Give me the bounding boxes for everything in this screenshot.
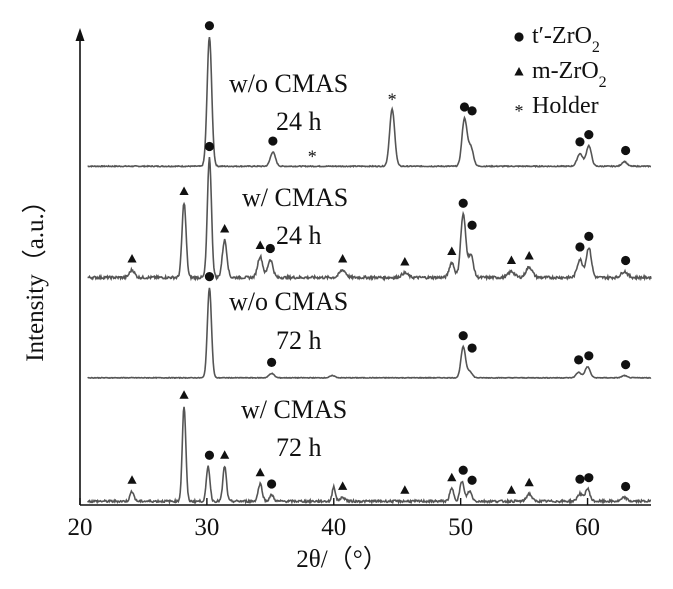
- circle-marker: [204, 21, 215, 31]
- x-tick-label: 40: [321, 514, 346, 541]
- circle-marker: [621, 360, 631, 370]
- triangle-marker: [447, 472, 457, 482]
- triangle-marker: [127, 254, 137, 263]
- circle-marker: [584, 351, 594, 361]
- sample-label: w/o CMAS: [229, 69, 348, 98]
- legend-circle-icon: [514, 32, 524, 42]
- triangle-marker: [220, 224, 230, 233]
- circle-marker: [204, 450, 215, 460]
- asterisk-marker: *: [308, 146, 317, 166]
- legend-asterisk-icon: *: [515, 101, 524, 121]
- circle-marker: [458, 465, 468, 475]
- triangle-marker: [179, 390, 189, 399]
- curves-layer: [87, 37, 652, 505]
- circle-marker: [467, 106, 477, 116]
- circle-marker: [467, 475, 477, 485]
- x-tick-label: 20: [68, 514, 93, 541]
- xrd-pattern-3: [87, 287, 652, 380]
- x-tick-label: 30: [194, 514, 219, 541]
- sample-label: w/ CMAS: [241, 395, 347, 424]
- circle-marker: [267, 357, 277, 367]
- triangle-marker: [127, 475, 137, 484]
- x-tick-label: 60: [575, 514, 600, 541]
- circle-marker: [621, 255, 631, 266]
- x-ticks-layer: 20 30 40 50 60: [68, 498, 600, 541]
- circle-marker: [621, 145, 631, 156]
- asterisk-marker: *: [388, 89, 397, 109]
- circle-marker: [267, 479, 277, 489]
- triangle-marker: [506, 255, 517, 264]
- legend-label: Holder: [532, 93, 599, 119]
- triangle-marker: [220, 450, 230, 459]
- x-axis-title: 2θ/（°）: [296, 545, 387, 573]
- triangle-marker: [338, 481, 348, 490]
- sample-label: w/ CMAS: [242, 183, 348, 212]
- axes-layer: [75, 28, 651, 506]
- circle-marker: [467, 220, 477, 230]
- triangle-marker: [447, 246, 457, 255]
- circle-marker: [268, 136, 278, 146]
- circle-marker: [458, 331, 468, 341]
- circle-marker: [458, 198, 468, 208]
- sample-labels-layer: w/o CMAS 24 h w/ CMAS 24 h w/o CMAS 72 h w/ CM…: [229, 69, 348, 462]
- triangle-marker: [524, 477, 534, 487]
- triangle-marker: [524, 251, 534, 260]
- triangle-marker: [400, 257, 410, 266]
- x-tick-label: 50: [448, 514, 473, 541]
- circle-marker: [584, 231, 594, 241]
- circle-marker: [574, 355, 584, 365]
- sample-label: 24 h: [276, 107, 322, 136]
- triangle-marker: [400, 485, 410, 494]
- xrd-pattern-1: [87, 37, 652, 168]
- sample-label: 24 h: [276, 221, 322, 250]
- xrd-pattern-4: [87, 406, 652, 505]
- legend-triangle-icon: [514, 67, 524, 76]
- triangle-marker: [179, 186, 189, 195]
- circle-marker: [621, 481, 631, 492]
- xrd-pattern-2: [87, 157, 652, 282]
- circle-marker: [204, 141, 215, 152]
- circle-marker: [265, 243, 275, 254]
- triangle-marker: [255, 467, 265, 477]
- circle-marker: [584, 473, 594, 483]
- sample-label: w/o CMAS: [229, 287, 348, 316]
- legend-label: t′-ZrO2: [532, 23, 600, 56]
- circle-marker: [459, 102, 470, 112]
- y-axis-title: Intensity（a.u.）: [21, 188, 49, 362]
- triangle-marker: [255, 240, 265, 249]
- circle-marker: [584, 130, 594, 140]
- y-axis-arrow-icon: [75, 28, 85, 41]
- sample-label: 72 h: [276, 326, 322, 355]
- circle-marker: [204, 272, 215, 282]
- phase-markers-layer: **: [127, 21, 631, 494]
- circle-marker: [467, 343, 477, 353]
- triangle-marker: [506, 485, 517, 494]
- triangle-marker: [338, 254, 348, 263]
- circle-marker: [575, 242, 585, 252]
- legend-label: m-ZrO2: [532, 58, 607, 91]
- circle-marker: [575, 137, 585, 147]
- circle-marker: [575, 474, 585, 484]
- sample-label: 72 h: [276, 433, 322, 462]
